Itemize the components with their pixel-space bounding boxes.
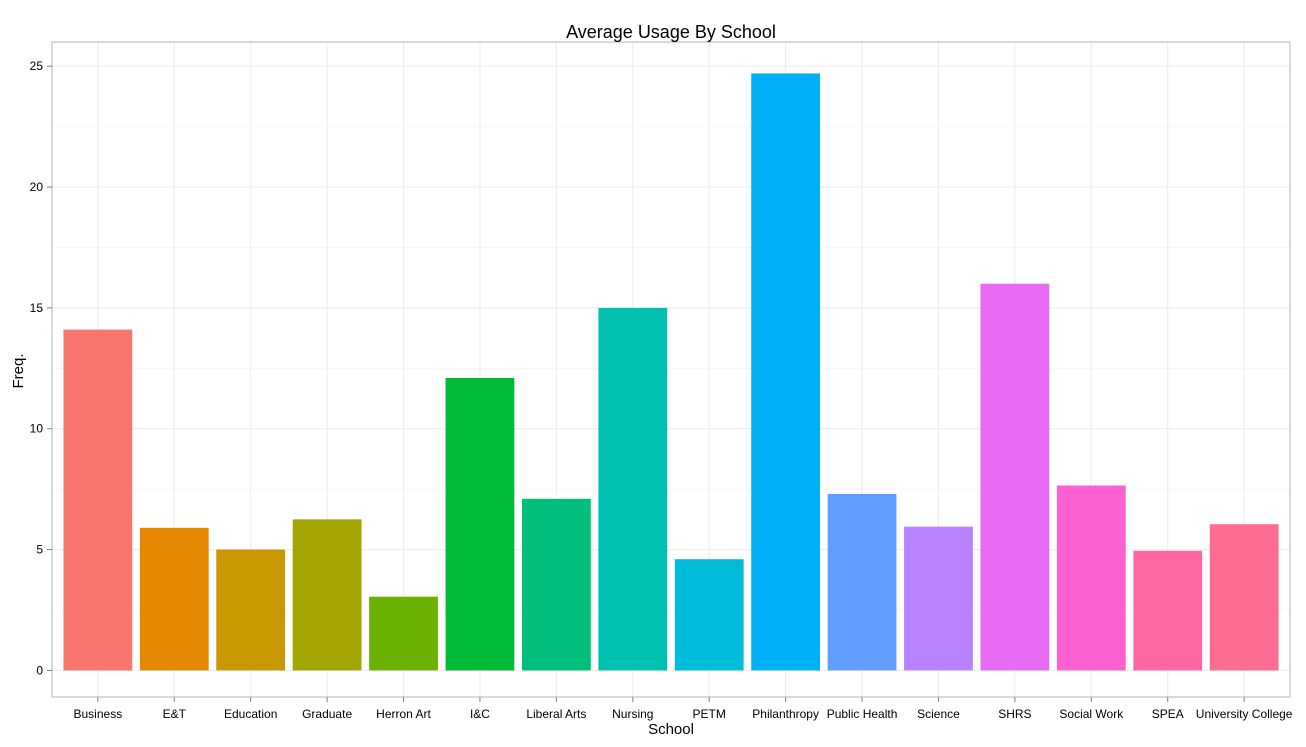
x-tick-label: Public Health <box>827 707 898 721</box>
bar-university-college <box>1209 524 1279 671</box>
y-axis-title: Freq. <box>10 353 27 388</box>
x-tick-label: SPEA <box>1152 707 1184 721</box>
bar-business <box>63 329 133 671</box>
y-tick-label: 15 <box>30 301 44 315</box>
x-tick-label: Science <box>917 707 960 721</box>
x-tick-label: Business <box>74 707 123 721</box>
chart-title: Average Usage By School <box>566 22 776 42</box>
x-tick-label: Nursing <box>612 707 653 721</box>
x-tick-label: Philanthropy <box>752 707 819 721</box>
x-tick-label: University College <box>1196 707 1293 721</box>
bar-petm <box>674 559 744 671</box>
y-tick-label: 5 <box>36 543 43 557</box>
panel-border <box>51 41 1291 698</box>
x-tick-label: Social Work <box>1059 707 1124 721</box>
bar-science <box>904 526 973 671</box>
y-tick-label: 20 <box>30 180 44 194</box>
x-axis-title: School <box>648 721 694 738</box>
y-tick-label: 25 <box>30 59 44 73</box>
bar-graduate <box>292 519 362 671</box>
x-tick-label: SHRS <box>998 707 1031 721</box>
bar-i-c <box>445 377 515 671</box>
bar-herron-art <box>369 596 438 671</box>
bar-social-work <box>1056 485 1126 671</box>
bar-liberal-arts <box>521 498 591 671</box>
bars <box>63 73 1279 671</box>
bar-nursing <box>598 307 668 671</box>
bar-philanthropy <box>751 73 821 671</box>
x-tick-label: Herron Art <box>376 707 431 721</box>
x-tick-label: Liberal Arts <box>526 707 586 721</box>
y-tick-label: 10 <box>30 422 44 436</box>
x-tick-label: I&C <box>470 707 490 721</box>
bar-public-health <box>827 493 897 671</box>
bar-spea <box>1133 550 1203 671</box>
bar-e-t <box>139 527 209 671</box>
x-tick-label: E&T <box>163 707 187 721</box>
bar-education <box>216 549 286 671</box>
x-tick-label: Education <box>224 707 277 721</box>
y-tick-label: 0 <box>36 663 43 677</box>
x-tick-label: Graduate <box>302 707 352 721</box>
y-axis-ticks: 0 5 10 15 20 25 <box>30 59 52 677</box>
x-axis-ticks: Business E&T Education Graduate Herron Art I&… <box>74 697 1293 721</box>
x-tick-label: PETM <box>693 707 726 721</box>
bar-shrs <box>980 283 1050 671</box>
